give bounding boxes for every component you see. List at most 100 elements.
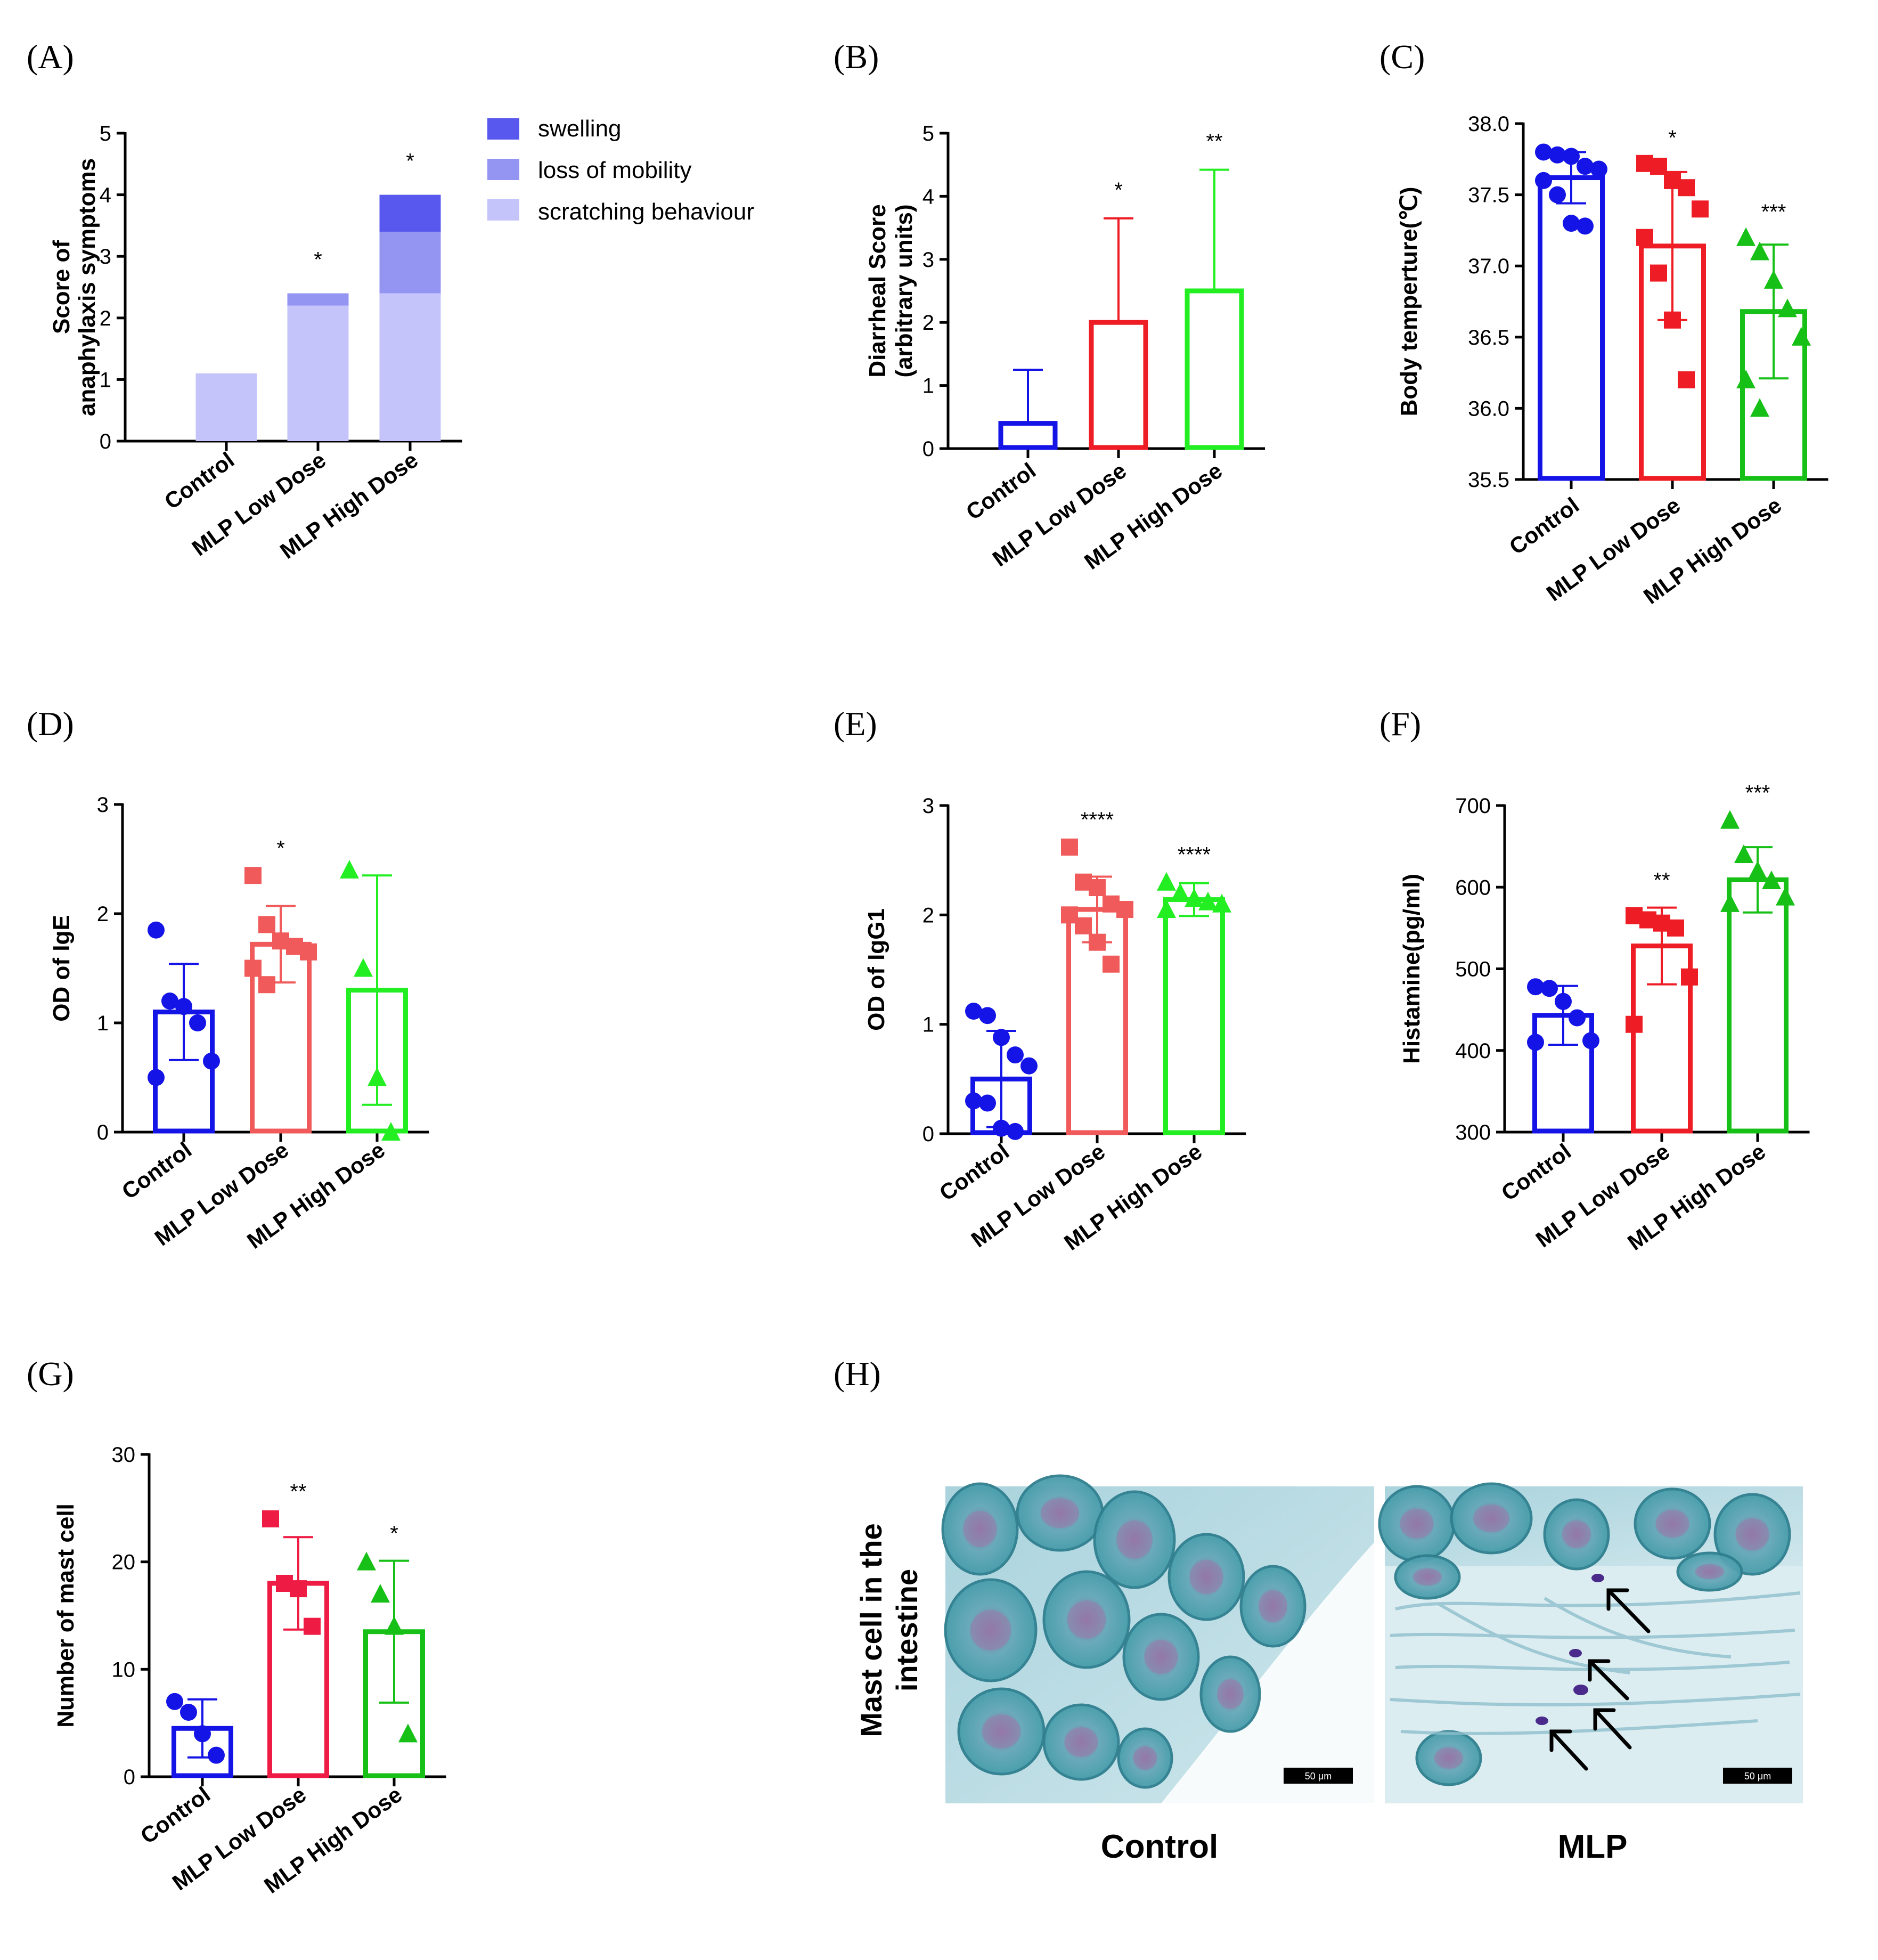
data-point [258, 976, 275, 994]
data-point [965, 1092, 982, 1110]
y-axis-label: OD of IgG1 [863, 908, 889, 1031]
crypt-lumen [1189, 1560, 1223, 1594]
y-tick-label: 36.5 [1468, 326, 1509, 349]
data-point [1185, 888, 1204, 907]
significance-label: *** [1745, 782, 1770, 805]
bar [1185, 288, 1244, 450]
scale-bar-control-label: 50 μm [1305, 1771, 1332, 1782]
bar-segment [379, 231, 441, 294]
data-point [1778, 298, 1797, 318]
data-point [1678, 179, 1695, 197]
histology-caption-mlp: MLP [1558, 1828, 1628, 1865]
mast-cells-mlp [1536, 1574, 1604, 1725]
y-tick-label: 5 [100, 122, 111, 145]
crypt-lumen [1473, 1504, 1509, 1532]
y-tick-label: 600 [1455, 876, 1491, 899]
chart-body-temperature: 35.5 36.0 36.5 37.0 37.5 38.0 Body temperture(… [1396, 112, 1828, 609]
data-point [354, 958, 373, 977]
data-point [1569, 1009, 1586, 1027]
y-axis-label: (arbitrary units) [891, 204, 917, 377]
significance-label: *** [1761, 200, 1786, 224]
panel-label-e: (E) [834, 705, 877, 743]
data-point [340, 860, 359, 879]
crypt-lumen [1116, 1520, 1153, 1559]
y-tick-label: 2 [922, 311, 934, 335]
y-tick-label: 400 [1455, 1039, 1491, 1063]
data-point [1750, 398, 1769, 417]
y-tick-label: 4 [100, 184, 111, 207]
data-point [175, 998, 192, 1015]
data-point [1007, 1046, 1024, 1064]
data-point [1736, 227, 1755, 246]
y-axis-label: Diarrheal Score [864, 204, 891, 377]
category-label: Control [136, 1782, 215, 1849]
data-point [1776, 887, 1795, 906]
data-point [1692, 200, 1709, 218]
y-axis-label: Body temperture(℃) [1396, 187, 1422, 417]
y-tick-label: 500 [1455, 958, 1491, 981]
data-point [1103, 955, 1120, 973]
y-axis-label: anaphylaxis symptoms [74, 158, 100, 416]
data-point [1198, 891, 1218, 910]
panel-label-a: (A) [27, 38, 74, 76]
data-point [1007, 1123, 1024, 1140]
data-point [1535, 172, 1552, 189]
tissue-fiber [1390, 1629, 1795, 1639]
bar-segment [379, 293, 441, 441]
data-point [993, 1119, 1010, 1137]
category-label: Control [935, 1138, 1014, 1206]
crypt-lumen [1041, 1498, 1079, 1528]
data-point [1681, 968, 1698, 986]
y-tick-label: 0 [97, 1121, 109, 1144]
data-point [300, 943, 317, 961]
y-tick-label: 2 [97, 902, 109, 926]
data-point [304, 1617, 321, 1635]
data-point [166, 1693, 183, 1710]
y-tick-label: 3 [922, 248, 934, 272]
y-tick-label: 5 [922, 122, 934, 145]
data-point [1582, 1032, 1599, 1050]
data-point [1792, 327, 1811, 346]
data-point [1720, 893, 1740, 912]
significance-label: * [276, 836, 285, 860]
tissue-fiber [1390, 1693, 1801, 1706]
bar-segment [287, 293, 349, 306]
y-axis-label: OD of IgE [48, 915, 75, 1021]
data-point [208, 1746, 225, 1764]
bar-segment [379, 194, 441, 232]
y-tick-label: 1 [100, 368, 111, 392]
data-point [148, 921, 165, 939]
legend-swatch-loss-of-mobility [487, 159, 519, 180]
data-point [1750, 241, 1769, 261]
data-point [368, 1067, 387, 1086]
data-point [1664, 311, 1681, 329]
data-point [1089, 933, 1106, 951]
data-point [1527, 1034, 1544, 1051]
y-axis-label: Number of mast cell [53, 1503, 79, 1728]
chart-anaphylaxis-score: 0 1 2 3 4 5 Score of anaphylaxis symptoms Contro… [48, 122, 462, 564]
chart-histamine: 300400500600700Histamine(pg/ml)ControlML… [1399, 782, 1810, 1255]
data-point [1563, 215, 1580, 232]
significance-label: * [390, 1522, 398, 1546]
crypt-lumen [1413, 1568, 1442, 1585]
data-point [1171, 883, 1190, 902]
histology-image-control: 50 μm [941, 1474, 1374, 1803]
data-point [965, 1003, 982, 1020]
data-point [1157, 899, 1176, 918]
significance-label: ** [1653, 869, 1670, 892]
data-point [1650, 158, 1667, 175]
y-axis-label: Score of [48, 240, 75, 334]
crypt-lumen [1400, 1509, 1434, 1539]
data-point [1212, 893, 1231, 913]
bar [998, 421, 1058, 450]
data-point [979, 1094, 996, 1112]
legend-label-scratching: scratching behaviour [538, 199, 754, 225]
data-point [1764, 270, 1783, 289]
scale-bar-mlp [1723, 1768, 1792, 1784]
data-point [993, 1029, 1010, 1046]
arrows-mast-cells [1549, 1588, 1651, 1771]
data-point [189, 1014, 206, 1031]
data-point [1075, 917, 1092, 934]
